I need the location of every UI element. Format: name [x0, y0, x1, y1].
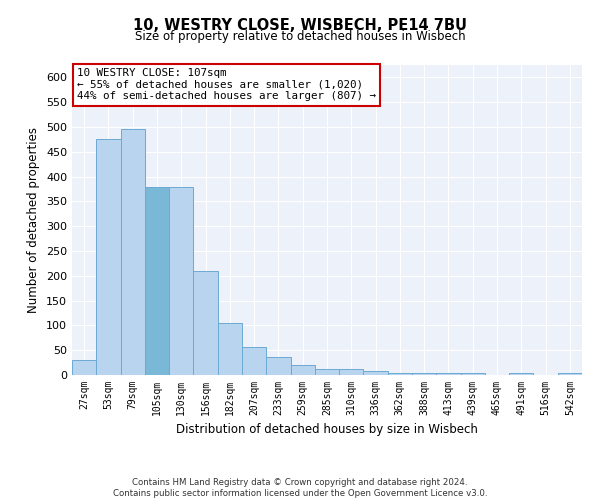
- Bar: [242, 346, 266, 375]
- Y-axis label: Number of detached properties: Number of detached properties: [28, 127, 40, 313]
- Text: Contains HM Land Registry data © Crown copyright and database right 2024.
Contai: Contains HM Land Registry data © Crown c…: [113, 478, 487, 498]
- Bar: [193, 271, 218, 375]
- Bar: [388, 373, 412, 375]
- Bar: [364, 370, 388, 375]
- Bar: [461, 372, 485, 375]
- Bar: [169, 186, 193, 375]
- Bar: [509, 372, 533, 375]
- Bar: [290, 365, 315, 375]
- Bar: [145, 186, 169, 375]
- Bar: [339, 369, 364, 375]
- Text: 10 WESTRY CLOSE: 107sqm
← 55% of detached houses are smaller (1,020)
44% of semi: 10 WESTRY CLOSE: 107sqm ← 55% of detache…: [77, 68, 376, 102]
- Bar: [121, 130, 145, 375]
- Bar: [218, 323, 242, 375]
- Text: 10, WESTRY CLOSE, WISBECH, PE14 7BU: 10, WESTRY CLOSE, WISBECH, PE14 7BU: [133, 18, 467, 32]
- Bar: [436, 373, 461, 375]
- Bar: [558, 372, 582, 375]
- Bar: [96, 140, 121, 375]
- Text: Size of property relative to detached houses in Wisbech: Size of property relative to detached ho…: [134, 30, 466, 43]
- Bar: [72, 360, 96, 375]
- Bar: [412, 373, 436, 375]
- Bar: [266, 356, 290, 375]
- X-axis label: Distribution of detached houses by size in Wisbech: Distribution of detached houses by size …: [176, 424, 478, 436]
- Bar: [315, 368, 339, 375]
